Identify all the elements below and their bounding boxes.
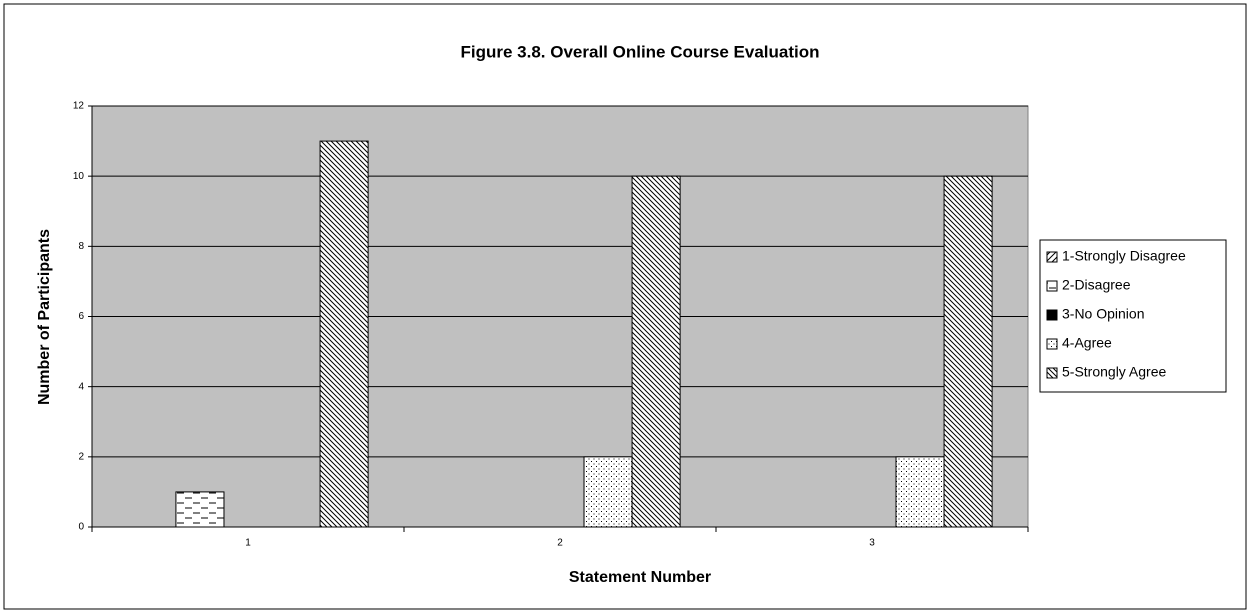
legend-swatch — [1046, 309, 1058, 321]
y-axis-label: Number of Participants — [36, 229, 53, 405]
y-tick-label: 10 — [73, 171, 85, 182]
y-tick-label: 2 — [78, 451, 84, 462]
legend-label: 4-Agree — [1062, 335, 1112, 351]
legend-swatch — [1046, 367, 1058, 379]
legend-box — [1039, 239, 1227, 393]
y-tick-label: 6 — [78, 311, 84, 322]
x-tick-label: 3 — [869, 538, 875, 549]
x-tick-label: 2 — [557, 538, 563, 549]
bar — [631, 175, 681, 528]
legend-swatch — [1046, 251, 1058, 263]
y-tick-label: 12 — [73, 101, 85, 112]
legend-label: 2-Disagree — [1062, 277, 1131, 293]
bar — [583, 456, 633, 528]
legend-label: 1-Strongly Disagree — [1062, 248, 1186, 264]
y-tick-label: 0 — [78, 522, 84, 533]
x-axis-label: Statement Number — [569, 569, 711, 586]
chart-title: Figure 3.8. Overall Online Course Evalua… — [461, 42, 820, 61]
legend-label: 5-Strongly Agree — [1062, 364, 1166, 380]
y-tick-label: 4 — [78, 381, 84, 392]
bar — [319, 140, 369, 528]
legend-label: 3-No Opinion — [1062, 306, 1145, 322]
bar — [943, 175, 993, 528]
bar — [895, 456, 945, 528]
legend-swatch — [1046, 338, 1058, 350]
y-tick-label: 8 — [78, 241, 84, 252]
bar — [175, 491, 225, 528]
x-tick-label: 1 — [245, 538, 251, 549]
legend-swatch — [1046, 280, 1058, 292]
